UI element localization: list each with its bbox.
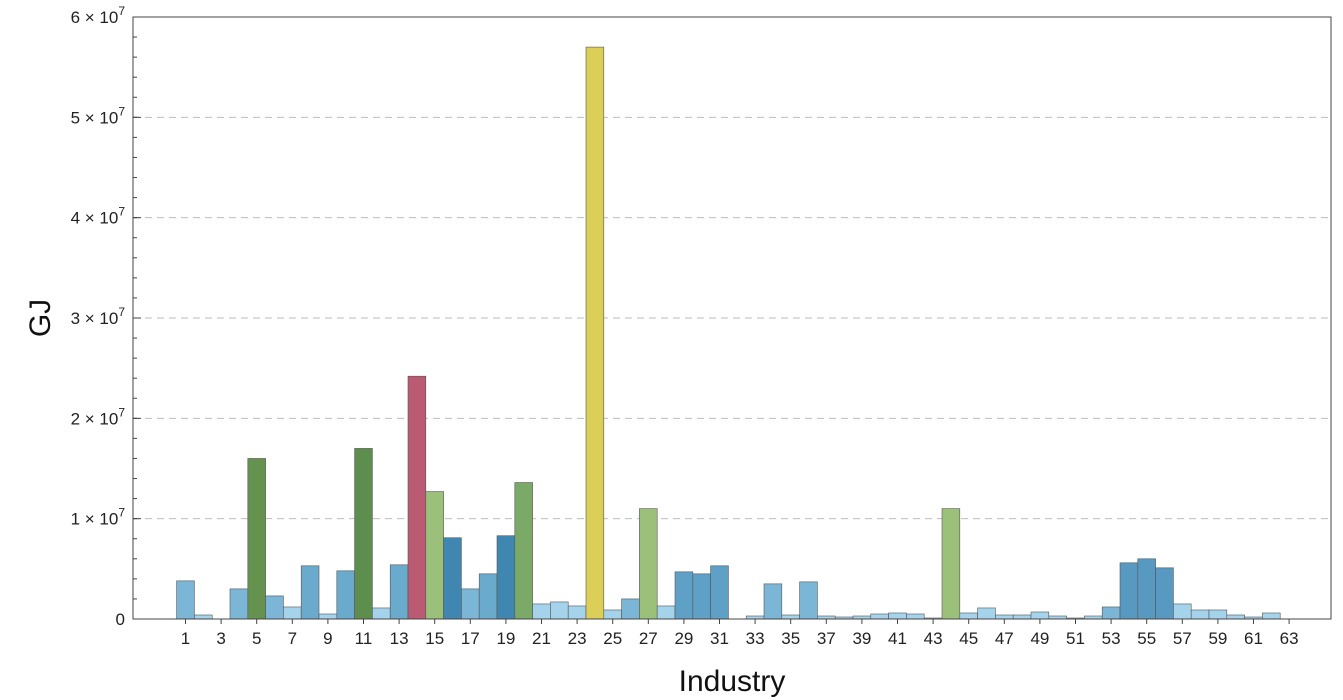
x-tick-label: 47 (995, 629, 1014, 648)
bars (176, 46, 1281, 620)
bar-industry-27 (639, 508, 658, 620)
bar-industry-28 (656, 605, 676, 620)
bar-industry-36 (799, 581, 818, 620)
x-tick-label: 29 (674, 629, 693, 648)
bar-industry-46 (977, 607, 996, 620)
bar-industry-48 (1012, 614, 1032, 620)
x-tick-label: 19 (496, 629, 515, 648)
y-tick-label: 0 (116, 610, 125, 629)
x-axis-title: Industry (679, 665, 786, 698)
bar-industry-49 (1030, 611, 1050, 620)
bar-industry-56 (1155, 567, 1174, 620)
bar-industry-57 (1173, 603, 1192, 620)
bar-industry-53 (1101, 606, 1121, 620)
bar-industry-16 (443, 537, 462, 620)
x-tick-label: 63 (1280, 629, 1299, 648)
bar-industry-62 (1262, 612, 1281, 620)
x-tick-label: 45 (959, 629, 978, 648)
x-tick-label: 31 (710, 629, 729, 648)
y-tick-label: 3 × 107 (71, 305, 126, 328)
bar-industry-34 (763, 583, 783, 620)
bar-industry-31 (710, 565, 729, 620)
x-tick-label: 55 (1137, 629, 1156, 648)
x-tick-label: 21 (532, 629, 551, 648)
x-tick-label: 53 (1102, 629, 1121, 648)
bar-industry-45 (959, 612, 978, 620)
bar-industry-6 (265, 595, 284, 620)
bar-industry-23 (567, 605, 587, 620)
x-tick-label: 43 (924, 629, 943, 648)
y-tick-label: 6 × 107 (71, 4, 126, 27)
bar-industry-2 (194, 614, 213, 620)
bar-industry-10 (336, 570, 355, 620)
bar-industry-29 (674, 571, 694, 620)
bar-industry-15 (425, 491, 444, 620)
x-tick-label: 27 (639, 629, 658, 648)
bar-industry-54 (1119, 562, 1139, 620)
x-tick-label: 49 (1030, 629, 1049, 648)
bar-industry-8 (300, 565, 320, 620)
bar-industry-18 (478, 573, 498, 620)
y-axis-title: GJ (24, 299, 57, 337)
x-tick-label: 33 (746, 629, 765, 648)
x-tick-label: 3 (216, 629, 225, 648)
x-tick-label: 17 (461, 629, 480, 648)
x-tick-label: 37 (817, 629, 836, 648)
bar-industry-9 (318, 613, 338, 620)
bar-industry-22 (550, 601, 569, 620)
bar-industry-30 (692, 573, 711, 620)
bar-industry-60 (1226, 614, 1245, 620)
bar-industry-59 (1208, 609, 1228, 620)
bar-industry-21 (532, 603, 551, 620)
x-tick-label: 15 (425, 629, 444, 648)
x-tick-label: 7 (288, 629, 297, 648)
bar-industry-14 (407, 375, 427, 620)
x-tick-label: 25 (603, 629, 622, 648)
y-tick-labels: 0 1 × 107 2 × 107 3 × 107 4 × 107 5 × 107 6 × … (71, 4, 126, 629)
bar-industry-7 (283, 606, 302, 620)
x-tick-label: 1 (181, 629, 190, 648)
plot-frame (132, 16, 1332, 620)
grid-lines (133, 116, 1331, 520)
axis-ticks (133, 16, 1290, 624)
bar-industry-11 (354, 448, 373, 620)
x-tick-label: 51 (1066, 629, 1085, 648)
bar-industry-17 (461, 588, 480, 620)
bar-industry-41 (888, 612, 907, 620)
bar-industry-20 (514, 482, 533, 620)
bar-industry-13 (389, 564, 409, 620)
bar-industry-25 (603, 609, 622, 620)
x-tick-label: 9 (323, 629, 332, 648)
bar-industry-35 (781, 614, 800, 620)
x-tick-label: 61 (1244, 629, 1263, 648)
bar-industry-44 (941, 508, 961, 620)
bar-industry-12 (372, 607, 391, 620)
bar-industry-4 (229, 588, 249, 620)
x-tick-label: 41 (888, 629, 907, 648)
bar-industry-58 (1190, 609, 1210, 620)
bar-industry-1 (176, 580, 195, 620)
x-tick-label: 57 (1173, 629, 1192, 648)
y-tick-label: 4 × 107 (71, 205, 126, 228)
bar-industry-24 (585, 46, 605, 620)
bar-industry-5 (247, 458, 266, 620)
bar-industry-47 (995, 614, 1014, 620)
x-tick-label: 11 (355, 629, 373, 648)
y-tick-label: 5 × 107 (71, 104, 126, 127)
x-tick-label: 5 (252, 629, 261, 648)
x-tick-label: 35 (781, 629, 800, 648)
y-tick-label: 1 × 107 (71, 506, 126, 529)
bar-industry-19 (496, 535, 516, 620)
bar-industry-26 (621, 598, 640, 620)
x-tick-label: 13 (390, 629, 409, 648)
bar-industry-55 (1137, 558, 1156, 620)
x-tick-label: 39 (852, 629, 871, 648)
y-tick-label: 2 × 107 (71, 405, 126, 428)
x-tick-label: 23 (568, 629, 587, 648)
bar-industry-40 (870, 613, 889, 620)
x-tick-label: 59 (1208, 629, 1227, 648)
bar-industry-42 (906, 613, 925, 620)
x-tick-labels: 1 3 5 7 9 11 13 15 17 19 21 23 25 27 29 31 33 35 37 39 41 43 4… (181, 629, 1299, 648)
